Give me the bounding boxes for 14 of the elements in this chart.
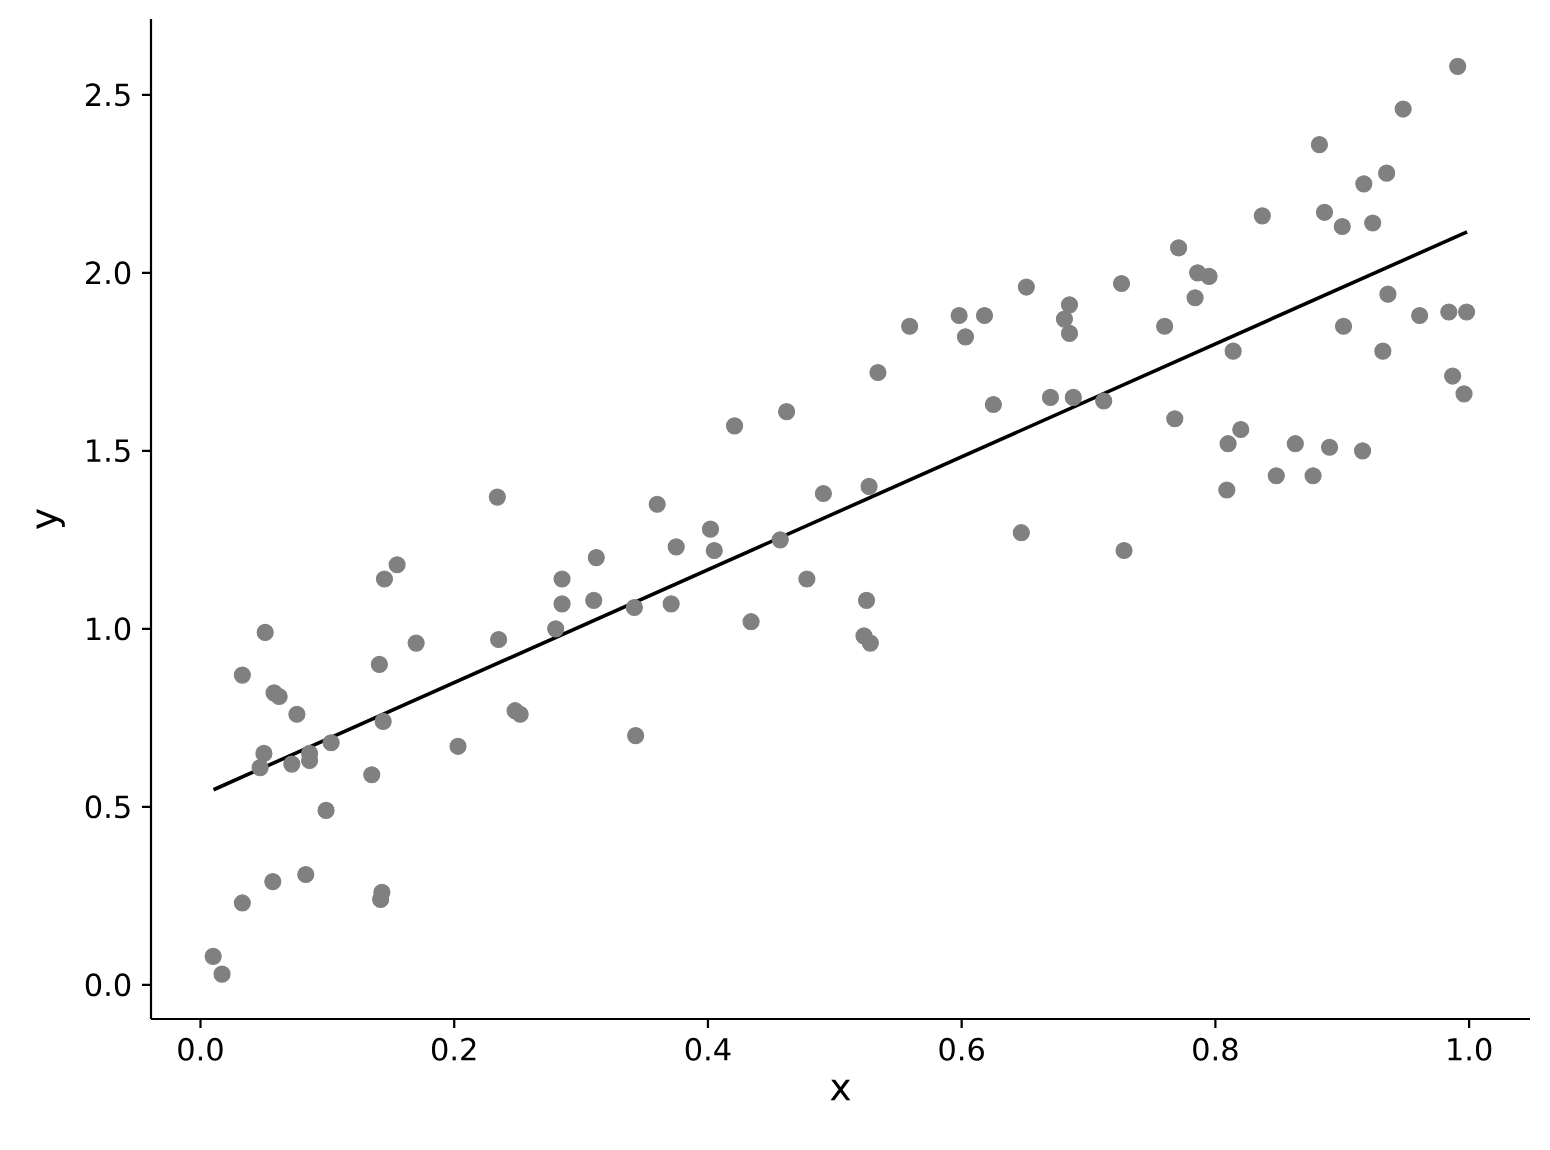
x-tick-label: 0.8 bbox=[1193, 1037, 1238, 1061]
y-tick-label: 0.5 bbox=[85, 795, 130, 819]
x-tick-label: 0.4 bbox=[685, 1037, 731, 1061]
x-tick-label: 0.2 bbox=[432, 1037, 476, 1061]
x-tick-label: 0.0 bbox=[178, 1037, 223, 1061]
x-axis-title: x bbox=[830, 1079, 851, 1101]
y-tick-label: 1.0 bbox=[87, 617, 131, 641]
y-tick-label: 0.0 bbox=[85, 973, 131, 997]
y-axis-title: y bbox=[36, 509, 65, 529]
y-tick-label: 2.5 bbox=[86, 83, 130, 107]
y-tick-label: 1.5 bbox=[87, 439, 130, 463]
x-tick-label: 0.6 bbox=[939, 1037, 984, 1061]
x-tick-label: 1.0 bbox=[1448, 1037, 1492, 1061]
y-tick-label: 2.0 bbox=[86, 261, 131, 285]
